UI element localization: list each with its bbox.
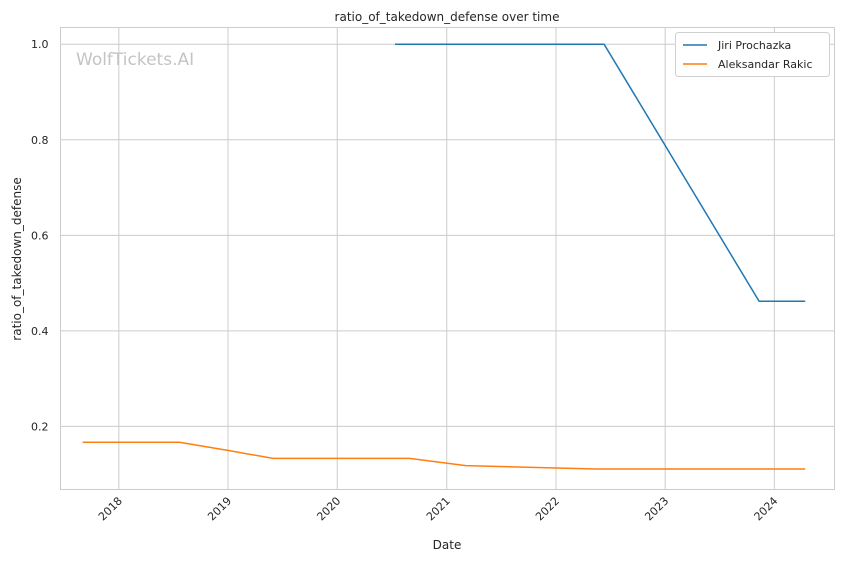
- x-axis-label: Date: [433, 538, 462, 552]
- series-line-jiri-prochazka: [395, 43, 806, 303]
- series-line-aleksandar-rakic: [82, 441, 806, 470]
- legend-label-aleksandar-rakic: Aleksandar Rakic: [718, 58, 813, 71]
- y-tick-label: 0.2: [31, 420, 49, 433]
- series-layer: [82, 43, 806, 470]
- plot-area-border: [60, 27, 835, 490]
- legend: Jiri Prochazka Aleksandar Rakic: [675, 32, 830, 77]
- watermark-text: WolfTickets.AI: [76, 50, 194, 70]
- y-axis-ticks: 0.2 0.4 0.6 0.8 1.0: [31, 38, 49, 433]
- y-axis-label: ratio_of_takedown_defense: [10, 177, 24, 340]
- y-tick-label: 1.0: [31, 38, 49, 51]
- legend-box: [675, 32, 830, 77]
- y-tick-label: 0.4: [31, 325, 49, 338]
- chart-title: ratio_of_takedown_defense over time: [335, 10, 560, 24]
- y-tick-label: 0.6: [31, 229, 49, 242]
- y-tick-label: 0.8: [31, 134, 49, 147]
- legend-label-jiri-prochazka: Jiri Prochazka: [717, 39, 791, 52]
- grid-lines: [60, 27, 835, 490]
